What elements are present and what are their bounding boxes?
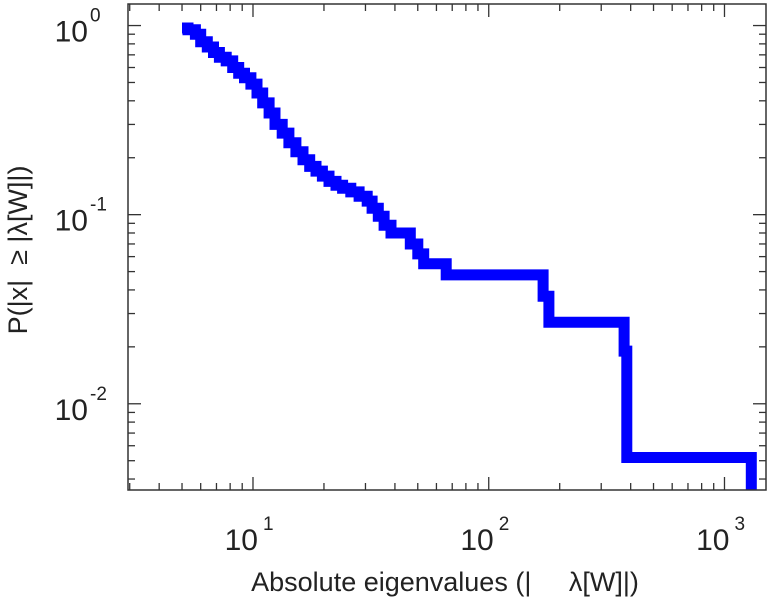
x-tick-label-exponent: 3 [734, 514, 745, 535]
x-tick-label-exponent: 2 [499, 514, 510, 535]
x-tick-labels: 10 1 10 2 10 3 [225, 514, 745, 557]
x-tick-label: 10 2 [460, 514, 509, 557]
x-tick-label: 10 3 [696, 514, 745, 557]
series-layer [182, 22, 757, 490]
y-tick-label: 10 -2 [55, 384, 107, 427]
y-tick-label-exponent: 0 [90, 6, 101, 27]
plot-frame [127, 3, 767, 491]
y-tick-label-base: 10 [55, 205, 88, 238]
y-tick-label-exponent: -1 [90, 195, 107, 216]
major-ticks [128, 4, 766, 490]
x-tick-label-base: 10 [460, 524, 493, 557]
y-tick-label: 10 0 [55, 6, 101, 49]
x-axis-label: Absolute eigenvalues (| λ[W]|) [251, 567, 639, 597]
x-tick-label-base: 10 [696, 524, 729, 557]
y-tick-label: 10 -1 [55, 195, 107, 238]
y-tick-label-base: 10 [55, 16, 88, 49]
series-line-0 [182, 22, 757, 490]
x-tick-label: 10 1 [225, 514, 274, 557]
y-tick-label-exponent: -2 [90, 384, 107, 405]
y-axis-label: P(|x| ≥ |λ[W]|) [3, 166, 33, 335]
x-tick-label-base: 10 [225, 524, 258, 557]
x-tick-label-exponent: 1 [263, 514, 274, 535]
y-tick-label-base: 10 [55, 394, 88, 427]
minor-ticks [128, 4, 766, 490]
